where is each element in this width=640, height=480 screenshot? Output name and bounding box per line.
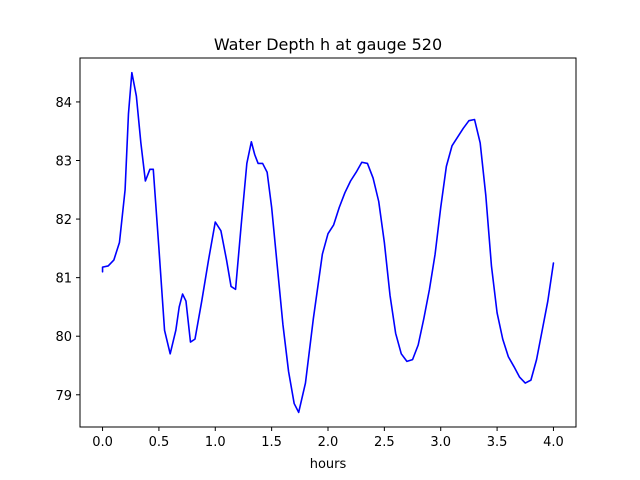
x-tick-label: 3.0 <box>430 435 451 450</box>
series-line-0 <box>101 71 555 414</box>
y-tick-label: 80 <box>55 330 72 345</box>
x-tick-label: 1.0 <box>205 435 226 450</box>
x-tick-label: 3.5 <box>487 435 508 450</box>
y-tick-label: 82 <box>55 213 72 228</box>
y-tick-label: 81 <box>55 272 72 287</box>
x-tick-label: 2.5 <box>374 435 395 450</box>
x-tick-label: 4.0 <box>543 435 564 450</box>
y-tick-label: 79 <box>55 389 72 404</box>
x-tick-label: 0.0 <box>92 435 113 450</box>
y-tick-label: 83 <box>55 155 72 170</box>
y-tick-label: 84 <box>55 96 72 111</box>
x-tick-label: 0.5 <box>149 435 170 450</box>
chart-title: Water Depth h at gauge 520 <box>214 35 442 54</box>
x-tick-label: 1.5 <box>261 435 282 450</box>
x-tick-label: 2.0 <box>318 435 339 450</box>
x-axis-label: hours <box>310 457 347 472</box>
plot-area <box>101 71 555 414</box>
y-axis: 79 80 81 82 83 84 <box>55 96 80 404</box>
x-axis: 0.0 0.5 1.0 1.5 2.0 2.5 3.0 3.5 4.0 <box>92 427 564 450</box>
